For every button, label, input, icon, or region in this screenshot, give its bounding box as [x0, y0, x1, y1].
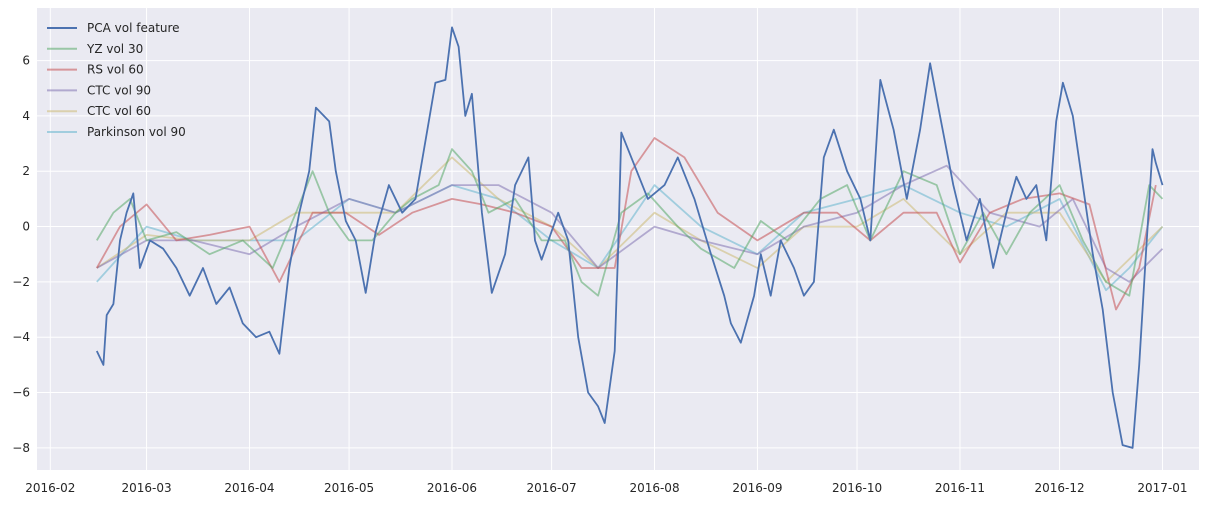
y-tick-label: 6 — [22, 54, 30, 68]
x-tick-label: 2016-12 — [1034, 481, 1084, 495]
legend-label: PCA vol feature — [87, 21, 180, 35]
x-tick-label: 2016-11 — [935, 481, 985, 495]
x-tick-label: 2016-09 — [732, 481, 782, 495]
x-tick-label: 2016-04 — [224, 481, 274, 495]
x-tick-label: 2017-01 — [1137, 481, 1187, 495]
x-tick-label: 2016-05 — [324, 481, 374, 495]
y-tick-label: 0 — [22, 220, 30, 234]
x-tick-label: 2016-10 — [832, 481, 882, 495]
series-line-5 — [96, 184, 1164, 292]
x-tick-label: 2016-03 — [121, 481, 171, 495]
series-line-4 — [96, 156, 1164, 283]
y-tick-label: −4 — [12, 330, 30, 344]
y-tick-label: −6 — [12, 386, 30, 400]
series-line-1 — [96, 148, 1164, 297]
y-tick-label: 4 — [22, 109, 30, 123]
y-tick-label: 2 — [22, 164, 30, 178]
legend-label: Parkinson vol 90 — [87, 125, 186, 139]
x-tick-label: 2016-07 — [527, 481, 577, 495]
y-tick-label: −8 — [12, 441, 30, 455]
legend-label: CTC vol 90 — [87, 83, 151, 97]
x-tick-label: 2016-06 — [427, 481, 477, 495]
legend-label: CTC vol 60 — [87, 104, 151, 118]
legend: PCA vol feature YZ vol 30 RS vol 60 CTC vol… — [47, 21, 186, 139]
legend-label: RS vol 60 — [87, 63, 144, 77]
series-line-0 — [95, 26, 1164, 449]
x-tick-label: 2016-08 — [629, 481, 679, 495]
legend-label: YZ vol 30 — [86, 42, 143, 56]
series-line-2 — [96, 137, 1157, 311]
x-tick-label: 2016-02 — [25, 481, 75, 495]
y-tick-label: −2 — [12, 275, 30, 289]
